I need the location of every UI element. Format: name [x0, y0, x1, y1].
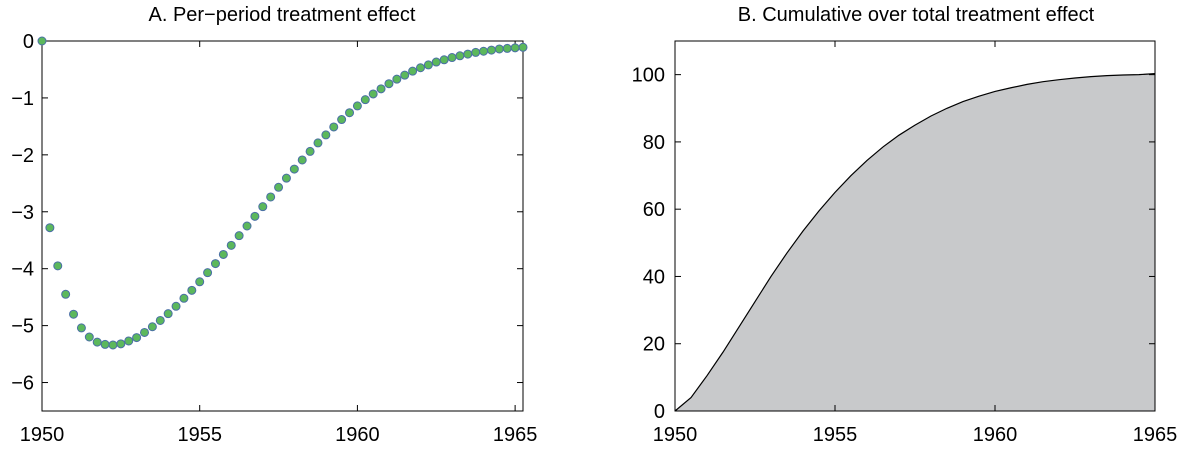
panel-b-cumulative-effect: B. Cumulative over total treatment effec…	[632, 4, 1178, 446]
panel-a-point	[400, 70, 410, 80]
panel-a-point	[250, 211, 260, 221]
panel-a-point	[510, 43, 520, 53]
panel-a-point	[360, 95, 370, 105]
panel-a-point	[171, 301, 181, 311]
panel-a-point	[329, 122, 339, 132]
panel-a-point	[384, 79, 394, 89]
panel-a-point	[455, 51, 465, 61]
panel-a-point	[234, 231, 244, 241]
panel-a-point	[53, 261, 63, 271]
panel-a-point	[479, 46, 489, 56]
panel-a-point	[155, 315, 165, 325]
panel-a-point	[423, 60, 433, 70]
panel-a-point	[195, 277, 205, 287]
panel-a-point	[471, 47, 481, 57]
panel-a-point	[266, 192, 276, 202]
panel-a-point	[69, 309, 79, 319]
panel-b-area-fill	[675, 73, 1155, 411]
panel-a-point	[337, 115, 347, 125]
panel-b-y-tick-label: 60	[643, 199, 665, 221]
panel-a-point	[345, 108, 355, 118]
panel-a-y-tick-label: −5	[11, 316, 34, 338]
panel-a-point	[116, 339, 126, 349]
panel-a-point	[163, 309, 173, 319]
panel-a-point	[45, 223, 55, 233]
panel-a-y-tick-label: 0	[23, 31, 34, 53]
panel-a-point	[289, 164, 299, 174]
panel-a-point	[242, 221, 252, 231]
panel-b-y-tick-label: 40	[643, 266, 665, 288]
panel-a-x-tick-label: 1960	[335, 424, 380, 446]
panel-a-point	[132, 333, 142, 343]
panel-a-ticks	[41, 40, 523, 411]
panel-a-point	[463, 49, 473, 59]
panel-a-y-tick-label: −6	[11, 373, 34, 395]
panel-a-point	[37, 36, 47, 46]
panel-a-point	[352, 101, 362, 111]
panel-b-frame	[674, 40, 1156, 412]
panel-a-points	[37, 36, 528, 350]
panel-a-x-tick-label: 1965	[493, 424, 538, 446]
panel-b-y-tick-label: 0	[654, 401, 665, 423]
panel-b-x-tick-labels: 1950 1955 1960 1965	[653, 424, 1178, 446]
panel-a-point	[392, 74, 402, 84]
panel-b-x-tick-label: 1950	[653, 424, 698, 446]
panel-a-point	[100, 339, 110, 349]
panel-a-point	[368, 89, 378, 99]
panel-a-point	[447, 53, 457, 63]
panel-a-point	[502, 43, 512, 53]
panel-a-point	[258, 202, 268, 212]
panel-a-point	[203, 268, 213, 278]
panel-a-point	[84, 332, 94, 342]
panel-a-point	[415, 63, 425, 73]
panel-a-point	[494, 44, 504, 54]
panel-b-x-tick-label: 1960	[973, 424, 1018, 446]
panel-b-ticks	[674, 41, 1156, 412]
panel-a-point	[76, 323, 86, 333]
panel-a-point	[274, 182, 284, 192]
panel-a-point	[297, 155, 307, 165]
panel-a-y-tick-label: −3	[11, 202, 34, 224]
panel-a-point	[486, 45, 496, 55]
panel-a-per-period-effect: A. Per−period treatment effect 1950 1955 1…	[11, 4, 537, 446]
panel-a-point	[218, 249, 228, 259]
panel-a-point	[431, 57, 441, 67]
panel-a-point	[187, 285, 197, 295]
panel-b-area-line	[674, 73, 1156, 412]
panel-a-point	[140, 327, 150, 337]
panel-a-point	[518, 42, 528, 52]
panel-a-point	[108, 340, 118, 350]
panel-b-title: B. Cumulative over total treatment effec…	[738, 4, 1095, 26]
panel-a-point	[305, 146, 315, 156]
panel-a-x-tick-label: 1955	[177, 424, 222, 446]
panel-a-x-tick-label: 1950	[20, 424, 65, 446]
panel-a-point	[179, 293, 189, 303]
panel-a-point	[313, 138, 323, 148]
panel-a-point	[210, 259, 220, 269]
panel-a-point	[124, 336, 134, 346]
panel-a-point	[226, 240, 236, 250]
panel-a-point	[281, 173, 291, 183]
panel-a-point	[321, 130, 331, 140]
panel-a-title: A. Per−period treatment effect	[148, 4, 415, 26]
panel-a-point	[439, 55, 449, 65]
panel-a-point	[61, 289, 71, 299]
panel-a-point	[147, 322, 157, 332]
panel-a-plot-area	[41, 40, 524, 412]
panel-a-point	[92, 337, 102, 347]
panel-b-y-tick-label: 20	[643, 334, 665, 356]
panel-a-y-tick-labels: 0 −1 −2 −3 −4 −5 −6	[11, 31, 34, 395]
panel-a-y-tick-label: −1	[11, 88, 34, 110]
panel-b-y-tick-labels: 0 20 40 60 80 100	[632, 65, 665, 423]
panel-b-y-tick-label: 100	[632, 65, 665, 87]
panel-a-y-tick-label: −2	[11, 145, 34, 167]
panel-a-x-tick-labels: 1950 1955 1960 1965	[20, 424, 538, 446]
panel-a-y-tick-label: −4	[11, 259, 34, 281]
panel-a-point	[376, 84, 386, 94]
panel-b-y-tick-label: 80	[643, 132, 665, 154]
panel-b-x-tick-label: 1965	[1133, 424, 1178, 446]
panel-b-x-tick-label: 1955	[813, 424, 858, 446]
panel-a-point	[408, 66, 418, 76]
